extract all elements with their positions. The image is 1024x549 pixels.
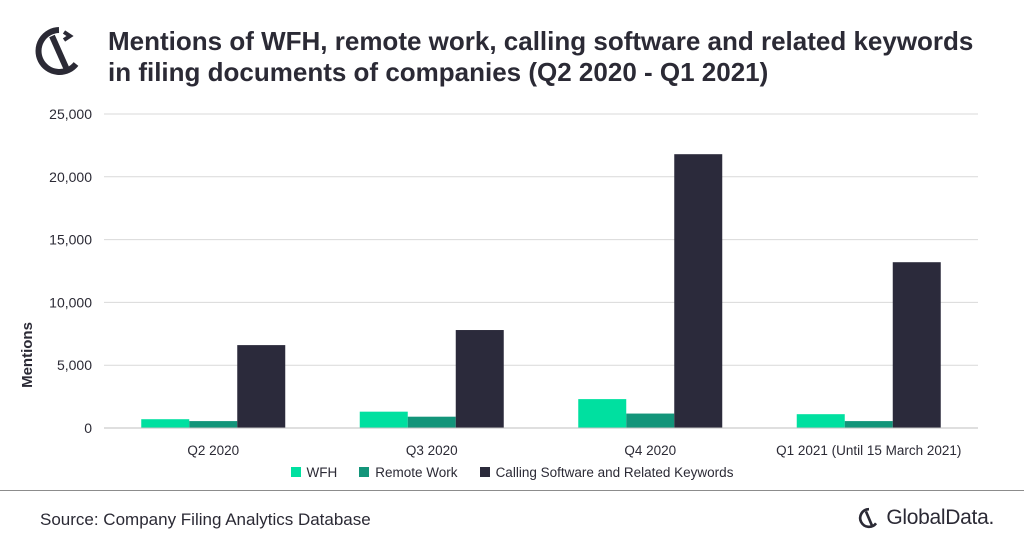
bar-wfh-3: [796, 414, 845, 428]
y-tick-label: 5,000: [57, 357, 92, 373]
grid-lines: [104, 113, 978, 366]
y-tick-label: 15,000: [49, 232, 92, 248]
legend-swatch-remote-work: [359, 467, 370, 477]
legend-item-calling-software: Calling Software and Related Keywords: [479, 464, 734, 480]
y-tick-label: 25,000: [49, 106, 92, 122]
brand-name: GlobalData.: [886, 506, 994, 529]
x-tick-label: Q3 2020: [406, 443, 458, 458]
x-tick-label: Q2 2020: [187, 443, 239, 458]
source-note: Source: Company Filing Analytics Databas…: [40, 510, 371, 529]
bar-remote-work-3: [844, 421, 893, 428]
bar-remote-work-2: [626, 413, 675, 428]
bar-calling-software-and-related-keywords-2: [674, 154, 723, 428]
legend-item-wfh: WFH: [290, 464, 338, 480]
x-axis-ticks: Q2 2020 Q3 2020 Q4 2020 Q1 2021 (Until 15 M…: [187, 443, 961, 458]
y-tick-label: 10,000: [49, 294, 92, 310]
x-tick-label: Q4 2020: [624, 443, 676, 458]
y-tick-label: 0: [84, 420, 92, 436]
brand: GlobalData.: [858, 506, 994, 530]
bar-calling-software-and-related-keywords-3: [892, 262, 941, 428]
bar-remote-work-1: [407, 416, 456, 428]
bar-calling-software-and-related-keywords-1: [455, 330, 504, 428]
chart-title: Mentions of WFH, remote work, calling so…: [108, 26, 974, 87]
bar-remote-work-0: [189, 421, 238, 428]
y-tick-label: 20,000: [49, 169, 92, 185]
bar-wfh-0: [141, 419, 190, 428]
bars: [141, 154, 941, 428]
bar-calling-software-and-related-keywords-0: [237, 345, 286, 428]
globaldata-brand-icon: [859, 507, 878, 529]
legend-swatch-calling-software: [479, 467, 490, 477]
x-tick-label: Q1 2021 (Until 15 March 2021): [776, 443, 961, 458]
footer-divider: [0, 490, 1024, 491]
y-axis-ticks: 0 5,000 10,000 15,000 20,000 25,000: [49, 106, 92, 436]
legend-label-wfh: WFH: [306, 464, 338, 480]
legend-label-calling-software: Calling Software and Related Keywords: [495, 464, 734, 480]
legend-label-remote-work: Remote Work: [375, 464, 458, 480]
y-axis-label: Mentions: [19, 322, 36, 388]
chart-header: Mentions of WFH, remote work, calling so…: [0, 0, 1024, 100]
globaldata-logo-icon: [35, 27, 79, 75]
bar-wfh-1: [359, 411, 408, 428]
legend-item-remote-work: Remote Work: [359, 464, 458, 480]
legend-swatch-wfh: [290, 467, 301, 477]
chart-legend: WFH Remote Work Calling Software and Rel…: [0, 462, 1024, 482]
bar-wfh-2: [578, 399, 627, 428]
